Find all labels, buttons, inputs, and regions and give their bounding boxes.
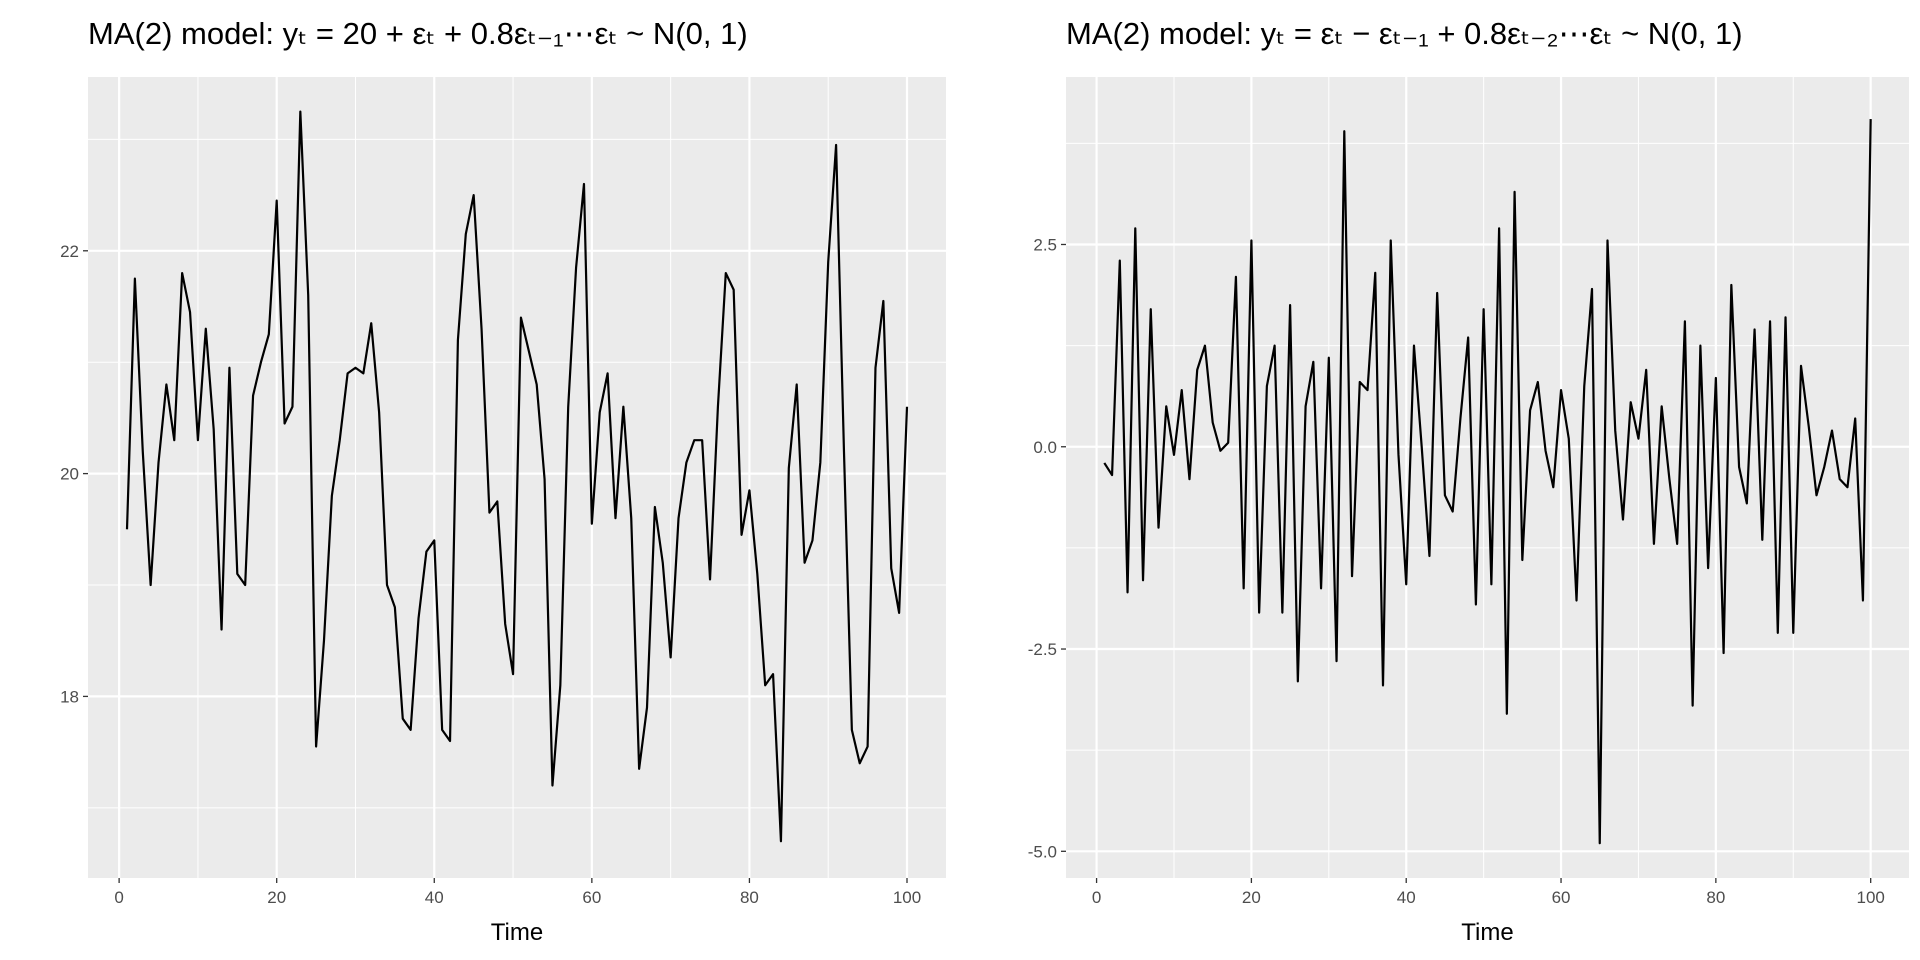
x-tick-label: 20 bbox=[1242, 888, 1261, 907]
y-tick-label: 18 bbox=[60, 687, 79, 706]
x-tick-label: 60 bbox=[1552, 888, 1571, 907]
x-tick-label: 100 bbox=[893, 888, 921, 907]
x-tick-label: 40 bbox=[425, 888, 444, 907]
y-tick-label: 22 bbox=[60, 242, 79, 261]
data-line bbox=[1103, 119, 1872, 845]
y-tick-label: -2.5 bbox=[1028, 640, 1057, 659]
y-tick-label: 0.0 bbox=[1033, 438, 1057, 457]
data-line bbox=[125, 110, 909, 843]
x-axis-title: Time bbox=[1461, 919, 1513, 946]
x-tick-label: 40 bbox=[1397, 888, 1416, 907]
chart-title: MA(2) model: yₜ = 20 + εₜ + 0.8εₜ₋₁⋯εₜ ~… bbox=[88, 16, 748, 51]
y-tick-label: 2.5 bbox=[1033, 235, 1057, 254]
x-tick-label: 0 bbox=[114, 888, 123, 907]
x-tick-label: 60 bbox=[582, 888, 601, 907]
x-axis-title: Time bbox=[491, 919, 543, 946]
x-tick-label: 20 bbox=[267, 888, 286, 907]
y-tick-label: -5.0 bbox=[1028, 842, 1057, 861]
chart-title: MA(2) model: yₜ = εₜ − εₜ₋₁ + 0.8εₜ₋₂⋯εₜ… bbox=[1066, 16, 1743, 51]
x-tick-label: 100 bbox=[1856, 888, 1884, 907]
x-tick-label: 80 bbox=[740, 888, 759, 907]
y-tick-label: 20 bbox=[60, 465, 79, 484]
x-tick-label: 0 bbox=[1092, 888, 1101, 907]
x-tick-label: 80 bbox=[1706, 888, 1725, 907]
